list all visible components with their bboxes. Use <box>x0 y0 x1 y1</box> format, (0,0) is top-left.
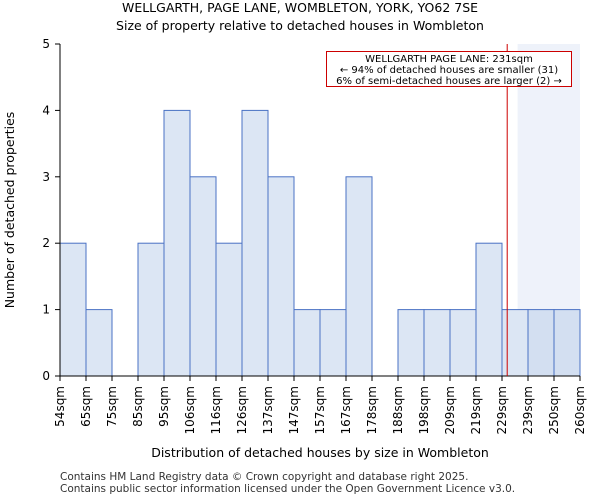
x-axis-label: Distribution of detached houses by size … <box>151 445 489 460</box>
x-tick-label-219sqm: 219sqm <box>469 386 483 434</box>
x-tick-label-209sqm: 209sqm <box>443 386 457 434</box>
y-axis-label: Number of detached properties <box>2 111 17 309</box>
x-tick-label-137sqm: 137sqm <box>261 386 275 434</box>
bar-126sqm <box>241 109 269 377</box>
chart-subtitle: Size of property relative to detached ho… <box>116 18 484 33</box>
x-tick-label-188sqm: 188sqm <box>391 386 405 434</box>
x-tick-label-65sqm: 65sqm <box>79 386 93 427</box>
annotation-line-2: ← 94% of detached houses are smaller (31… <box>339 65 559 76</box>
y-tick-label-1: 1 <box>42 303 50 317</box>
annotation-box: WELLGARTH PAGE LANE: 231sqm ← 94% of det… <box>326 51 572 87</box>
x-tick-label-178sqm: 178sqm <box>365 386 379 434</box>
bar-85sqm <box>137 242 165 377</box>
chart-title: WELLGARTH, PAGE LANE, WOMBLETON, YORK, Y… <box>121 0 479 15</box>
x-tick-label-250sqm: 250sqm <box>547 386 561 434</box>
bar-157sqm <box>319 309 347 377</box>
bar-219sqm <box>475 242 503 377</box>
x-tick-label-95sqm: 95sqm <box>157 386 171 427</box>
bar-209sqm <box>449 309 477 377</box>
x-tick-label-167sqm: 167sqm <box>339 386 353 434</box>
annotation-line-3: 6% of semi-detached houses are larger (2… <box>336 76 562 87</box>
x-tick-label-239sqm: 239sqm <box>521 386 535 434</box>
bar-106sqm <box>189 176 217 377</box>
y-tick-label-2: 2 <box>42 236 50 250</box>
y-tick-label-4: 4 <box>42 103 50 117</box>
bar-239sqm <box>527 309 555 377</box>
bar-147sqm <box>293 309 321 377</box>
y-tick-label-3: 3 <box>42 170 50 184</box>
x-tick-label-260sqm: 260sqm <box>573 386 587 434</box>
x-tick-label-147sqm: 147sqm <box>287 386 301 434</box>
bar-95sqm <box>163 109 191 377</box>
bar-116sqm <box>215 242 243 377</box>
x-tick-label-106sqm: 106sqm <box>183 386 197 434</box>
bar-250sqm <box>553 309 581 377</box>
footer-line-1: Contains HM Land Registry data © Crown c… <box>60 471 469 483</box>
x-tick-label-198sqm: 198sqm <box>417 386 431 434</box>
bar-65sqm <box>85 309 113 377</box>
x-tick-label-54sqm: 54sqm <box>53 386 67 427</box>
bar-137sqm <box>267 176 295 377</box>
x-tick-label-126sqm: 126sqm <box>235 386 249 434</box>
x-tick-label-229sqm: 229sqm <box>495 386 509 434</box>
bar-198sqm <box>423 309 451 377</box>
x-tick-label-116sqm: 116sqm <box>209 386 223 434</box>
footer-line-2: Contains public sector information licen… <box>60 483 516 495</box>
bar-54sqm <box>59 242 87 377</box>
x-tick-label-85sqm: 85sqm <box>131 386 145 427</box>
bar-167sqm <box>345 176 373 377</box>
annotation-line-1: WELLGARTH PAGE LANE: 231sqm <box>365 54 533 65</box>
bar-188sqm <box>397 309 425 377</box>
x-tick-label-157sqm: 157sqm <box>313 386 327 434</box>
y-tick-label-5: 5 <box>42 37 50 51</box>
bar-229sqm <box>501 309 529 377</box>
y-tick-label-0: 0 <box>42 369 50 383</box>
x-tick-label-75sqm: 75sqm <box>105 386 119 427</box>
